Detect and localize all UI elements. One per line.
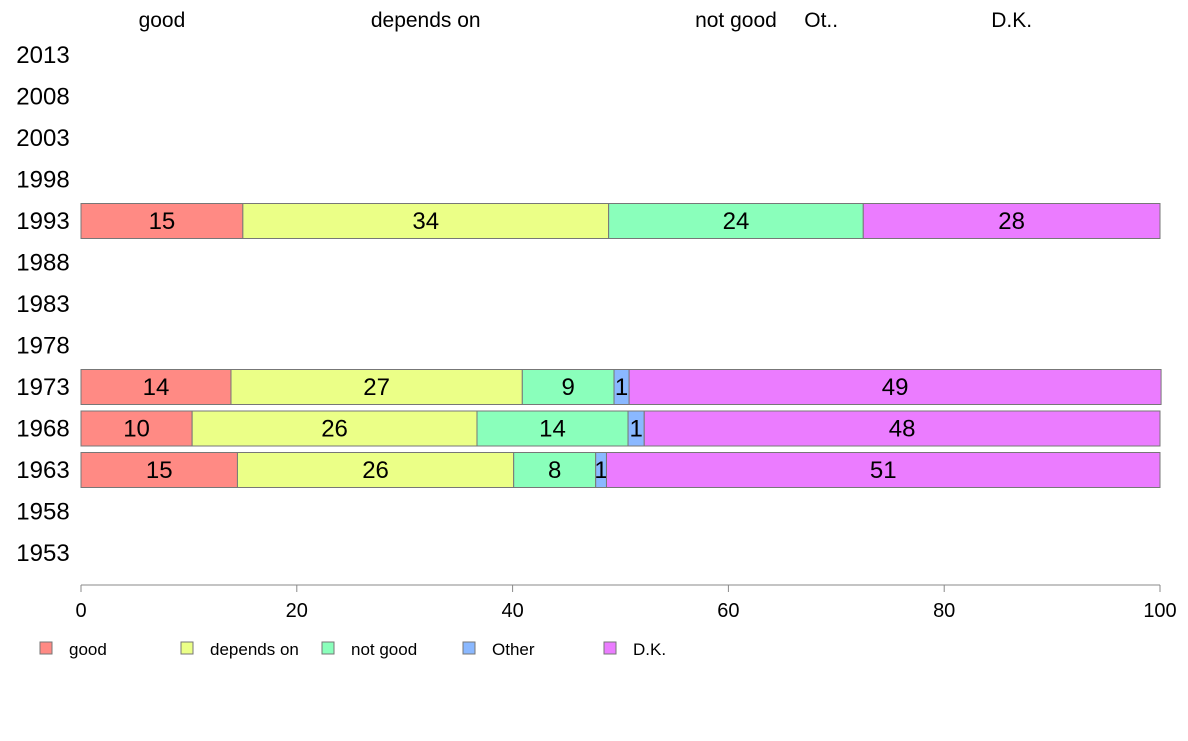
bar-1963-dk	[605, 452, 1161, 488]
legend-swatch-good	[39, 641, 53, 655]
bar-label-1963-dependson: 26	[362, 457, 389, 484]
column-header-2: not good	[695, 9, 777, 32]
bar-label-1973-notgood: 9	[561, 374, 574, 401]
column-header-1: depends on	[371, 9, 481, 32]
bar-1963-good	[80, 452, 238, 488]
bar-label-1968-dk: 48	[889, 416, 916, 443]
year-label-1988: 1988	[16, 250, 69, 277]
year-label-1983: 1983	[16, 291, 69, 318]
year-label-1973: 1973	[16, 374, 69, 401]
year-label-2013: 2013	[16, 42, 69, 69]
legend-swatch-dependson	[180, 641, 194, 655]
bar-label-1993-notgood: 24	[723, 208, 750, 235]
bars: 15 34 24 28 14 27 9 1 49 10 26 14 1 48 15 26 8 1 51	[80, 203, 1162, 488]
bar-1968-notgood	[476, 410, 629, 447]
x-tick-label-20: 20	[286, 600, 308, 622]
x-axis: 0 20 40 60 80 100	[75, 584, 1177, 622]
bar-1973-good	[80, 369, 232, 405]
bar-label-1963-dk: 51	[870, 457, 897, 484]
legend: good depends on not good Other D.K.	[39, 640, 666, 659]
x-tick-label-40: 40	[501, 600, 523, 622]
year-labels: 2013 2008 2003 1998 1993 1988 1983 1978 1973 1968…	[16, 42, 69, 567]
bar-label-1963-good: 15	[146, 457, 173, 484]
bar-1968-dk	[643, 410, 1161, 447]
year-label-1968: 1968	[16, 416, 69, 443]
x-tick-label-100: 100	[1143, 600, 1176, 622]
legend-swatch-notgood	[321, 641, 335, 655]
bar-label-1973-other: 1	[615, 374, 628, 401]
bar-1973-dependson	[230, 369, 523, 405]
bar-1973-dk	[628, 369, 1162, 405]
bar-label-1973-good: 14	[143, 374, 170, 401]
year-label-1963: 1963	[16, 457, 69, 484]
bar-1993-good	[80, 203, 244, 239]
legend-swatch-other	[462, 641, 476, 655]
bar-label-1963-notgood: 8	[548, 457, 561, 484]
bar-1968-dependson	[191, 410, 478, 447]
bar-1973-notgood	[521, 369, 615, 405]
year-label-1978: 1978	[16, 333, 69, 360]
bar-label-1993-dependson: 34	[412, 208, 439, 235]
bar-1968-good	[80, 410, 193, 447]
column-header-3: Ot..	[804, 9, 838, 32]
bar-label-1968-other: 1	[629, 416, 642, 443]
bar-label-1973-dependson: 27	[363, 374, 390, 401]
bar-1963-dependson	[236, 452, 515, 488]
bar-label-1968-dependson: 26	[321, 416, 348, 443]
legend-label-good: good	[69, 640, 107, 659]
legend-label-other: Other	[492, 640, 535, 659]
legend-label-dk: D.K.	[633, 640, 666, 659]
bar-label-1973-dk: 49	[882, 374, 909, 401]
year-label-2003: 2003	[16, 125, 69, 152]
year-label-1953: 1953	[16, 540, 69, 567]
legend-label-notgood: not good	[351, 640, 417, 659]
bar-1993-dependson	[242, 203, 610, 239]
bar-label-1963-other: 1	[594, 457, 607, 484]
legend-label-dependson: depends on	[210, 640, 299, 659]
column-header-0: good	[139, 9, 186, 32]
bar-label-1968-notgood: 14	[539, 416, 566, 443]
column-header-4: D.K.	[991, 9, 1032, 32]
bar-1993-notgood	[608, 203, 864, 239]
column-headers: good depends on not good Ot.. D.K.	[139, 9, 1032, 32]
year-label-2008: 2008	[16, 84, 69, 111]
bar-1993-dk	[862, 203, 1161, 239]
x-tick-label-80: 80	[933, 600, 955, 622]
x-tick-label-60: 60	[717, 600, 739, 622]
bar-label-1993-dk: 28	[998, 208, 1025, 235]
year-label-1993: 1993	[16, 208, 69, 235]
year-label-1998: 1998	[16, 167, 69, 194]
x-tick-label-0: 0	[75, 600, 86, 622]
bar-label-1993-good: 15	[149, 208, 176, 235]
legend-swatch-dk	[603, 641, 617, 655]
year-label-1958: 1958	[16, 499, 69, 526]
bar-label-1968-good: 10	[123, 416, 150, 443]
